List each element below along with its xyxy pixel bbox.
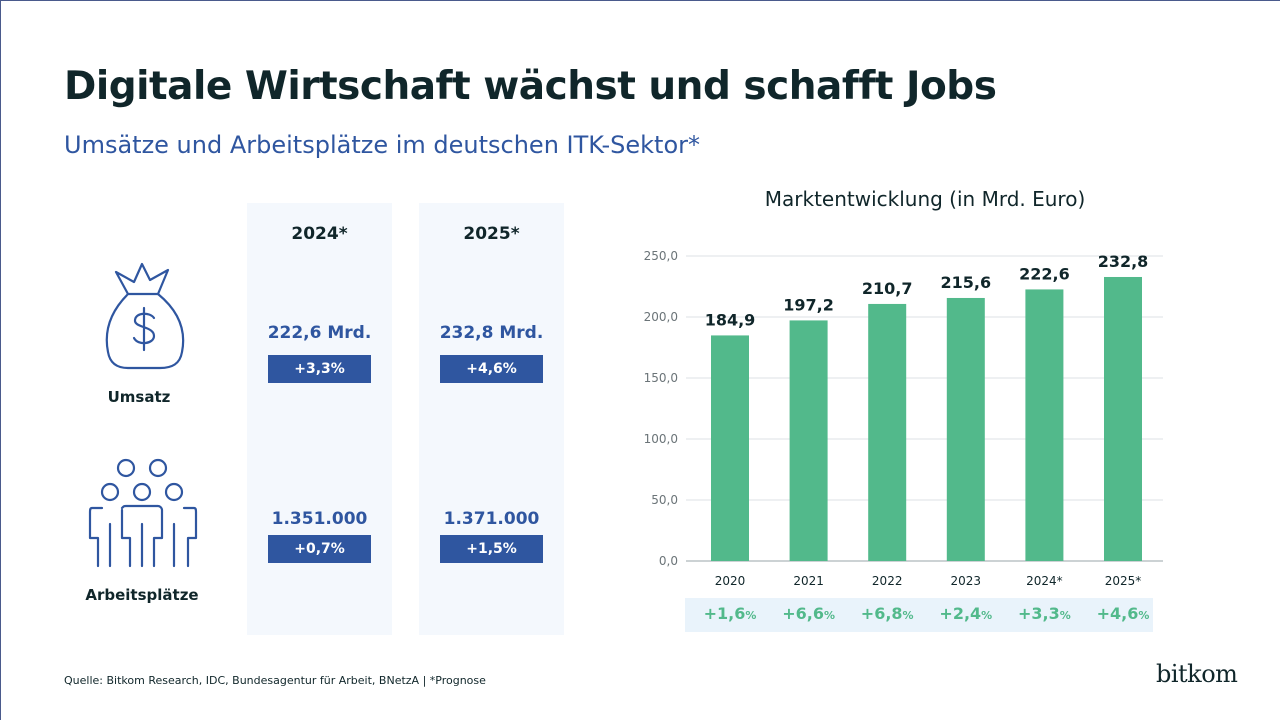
bitkom-logo: bitkom [1156,660,1238,688]
umsatz-value-2025: 232,8 Mrd. [439,323,544,343]
data-label: 184,9 [705,310,756,329]
y-tick-label: 150,0 [644,371,678,385]
chart-title: Marktentwicklung (in Mrd. Euro) [764,187,1086,211]
growth-value: +4,6% [1096,604,1150,623]
money-bag-icon [100,260,190,376]
x-tick-label: 2025* [1105,574,1142,588]
bar [789,320,828,561]
data-label: 222,6 [1019,264,1070,283]
data-label: 215,6 [940,273,991,292]
umsatz-value-2024: 222,6 Mrd. [267,323,372,343]
umsatz-change-badge-2024: +3,3% [268,355,371,383]
y-tick-label: 50,0 [651,493,678,507]
growth-row [685,598,1153,632]
jobs-change-badge-2024: +0,7% [268,535,371,563]
y-tick-label: 100,0 [644,432,678,446]
page-title: Digitale Wirtschaft wächst und schafft J… [64,64,997,109]
people-group-icon [88,458,198,574]
growth-value: +6,6% [782,604,835,623]
bar [1104,276,1142,561]
market-bar-chart: 0,0 50,0 100,0 150,0 200,0 250,0 184,9 2020 197,… [644,249,1163,588]
growth-value: +2,4% [939,604,993,623]
jobs-change-badge-2025: +1,5% [440,535,543,563]
y-tick-label: 250,0 [644,249,678,263]
x-tick-label: 2021 [793,574,824,588]
x-tick-label: 2023 [951,574,982,588]
growth-value: +1,6% [703,604,757,623]
column-panel-2025 [419,203,564,635]
bar [1025,289,1064,561]
source-note: Quelle: Bitkom Research, IDC, Bundesagen… [64,674,486,687]
data-label: 210,7 [862,279,913,298]
bar [868,303,907,561]
y-tick-label: 200,0 [644,310,678,324]
x-tick-label: 2022 [872,574,903,588]
x-tick-label: 2024* [1026,574,1063,588]
bar [711,335,749,561]
growth-value: +6,8% [860,604,914,623]
growth-value: +3,3% [1018,604,1071,623]
page-subtitle: Umsätze und Arbeitsplätze im deutschen I… [64,131,701,159]
column-header-2024: 2024* [291,224,348,244]
jobs-value-2024: 1.351.000 [271,509,368,529]
column-panel-2024 [247,203,392,635]
jobs-value-2025: 1.371.000 [443,509,540,529]
data-label: 197,2 [783,295,834,314]
column-header-2025: 2025* [463,224,520,244]
umsatz-change-badge-2025: +4,6% [440,355,543,383]
bar [946,297,985,561]
jobs-label: Arbeitsplätze [85,586,199,604]
y-tick-label: 0,0 [659,554,678,568]
umsatz-label: Umsatz [107,388,171,406]
data-label: 232,8 [1098,252,1149,271]
x-tick-label: 2020 [715,574,746,588]
